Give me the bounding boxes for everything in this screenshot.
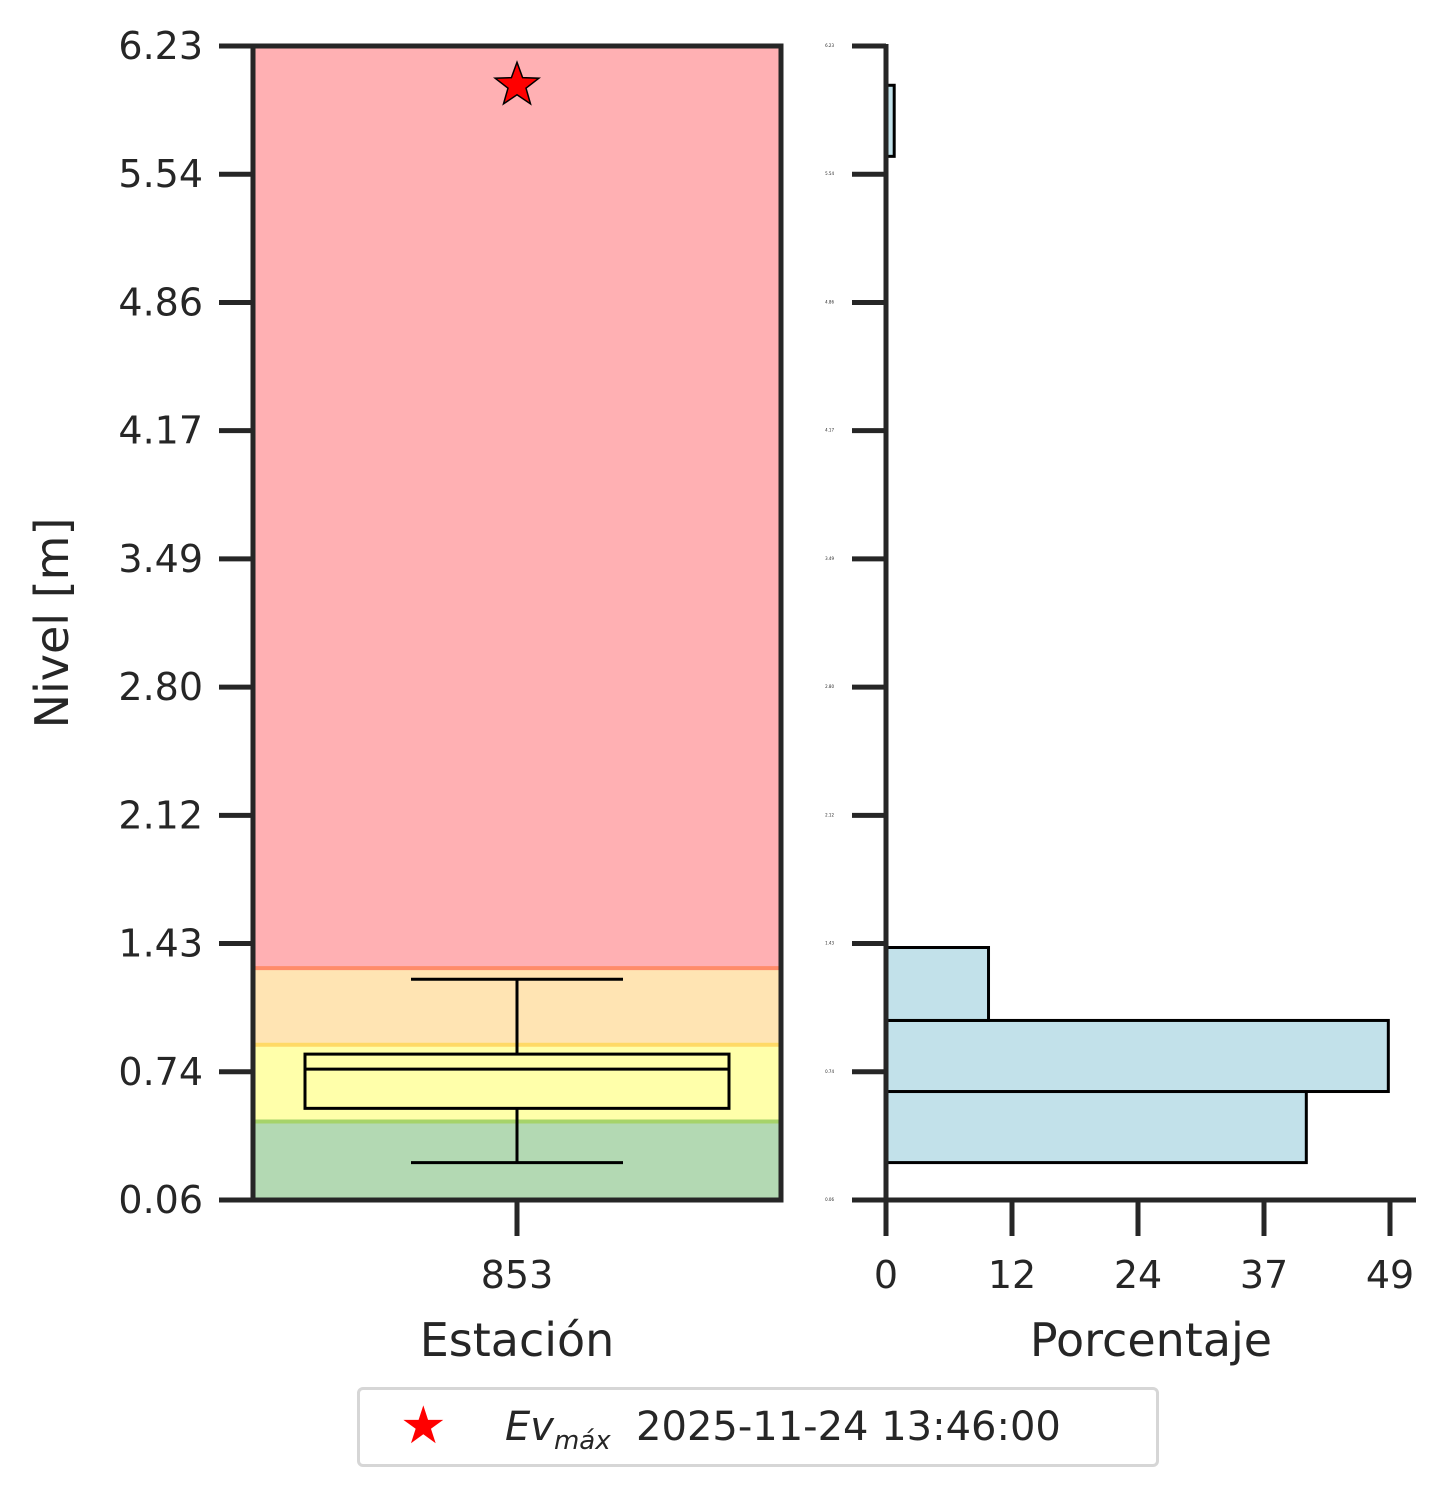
right-x-tick-label: 24: [1114, 1253, 1162, 1297]
right-y-tick-label: 0.06: [825, 1197, 834, 1202]
right-x-tick-label: 49: [1366, 1253, 1414, 1297]
legend-label: Evmáx 2025-11-24 13:46:00: [505, 1404, 1061, 1456]
x-axis-label-right: Porcentaje: [1030, 1313, 1272, 1367]
right-y-tick-label: 4.17: [825, 428, 834, 433]
y-axis-ticks: 0.06 0.74 1.43 2.12 2.80 3.49 4.17 4.86 5.54 6.23: [118, 24, 253, 1222]
y-tick-label: 4.86: [118, 280, 203, 324]
band-3: [253, 46, 781, 969]
right-y-tick-label: 3.49: [825, 556, 834, 561]
legend: ★ Evmáx 2025-11-24 13:46:00: [357, 1387, 1159, 1467]
right-chart-panel: 0.06 0.74 1.43 2.12 2.80 3.49 4.17 4.86 5.54 6.23…: [825, 43, 1416, 1367]
right-y-tick-label: 0.74: [825, 1069, 834, 1074]
right-x-tick-label: 12: [988, 1253, 1036, 1297]
max-event-star-marker: [493, 60, 541, 106]
y-tick-label: 5.54: [118, 152, 203, 196]
legend-label-sub: máx: [553, 1426, 611, 1456]
right-y-tick-label: 2.12: [825, 812, 834, 817]
right-x-tick-label: 37: [1240, 1253, 1288, 1297]
x-axis-label-left: Estación: [420, 1313, 615, 1367]
y-tick-label: 0.74: [118, 1050, 203, 1094]
right-y-tick-label: 5.54: [825, 171, 834, 176]
right-axes-spines: [883, 44, 1416, 1203]
right-y-tick-label: 1.43: [825, 941, 834, 946]
y-tick-label: 4.17: [118, 409, 203, 453]
y-tick-label: 3.49: [118, 537, 203, 581]
histogram-bar: [884, 946, 991, 1022]
left-chart-panel: 0.06 0.74 1.43 2.12 2.80 3.49 4.17 4.86 5.54 6.23…: [25, 24, 784, 1367]
boxplot-853: [303, 977, 731, 1165]
y-tick-label: 1.43: [118, 922, 203, 966]
y-tick-label: 2.12: [118, 793, 203, 837]
right-x-axis-ticks: 0 12 24 37 49: [874, 1200, 1414, 1297]
x-tick-label: 853: [481, 1253, 554, 1297]
y-tick-label: 0.06: [118, 1178, 203, 1222]
right-x-tick-label: 0: [874, 1253, 898, 1297]
iqr-box: [303, 1052, 731, 1110]
legend-datetime: 2025-11-24 13:46:00: [636, 1404, 1061, 1450]
histogram-bars: [884, 83, 1390, 1165]
right-y-tick-label: 4.86: [825, 299, 834, 304]
right-y-tick-label: 2.80: [825, 684, 834, 689]
max-event-star: [493, 60, 541, 106]
legend-star-icon: ★: [400, 1396, 447, 1456]
legend-label-main: Ev: [505, 1404, 554, 1450]
right-y-axis-ticks: 0.06 0.74 1.43 2.12 2.80 3.49 4.17 4.86 5.54 6.23: [825, 43, 886, 1203]
x-axis-ticks: 853: [481, 1200, 554, 1297]
histogram-bar: [884, 1090, 1308, 1165]
right-y-tick-label: 6.23: [825, 43, 834, 48]
histogram-bar: [884, 1018, 1390, 1094]
y-tick-label: 6.23: [118, 24, 203, 68]
y-tick-label: 2.80: [118, 665, 203, 709]
y-axis-label: Nivel [m]: [25, 518, 79, 729]
